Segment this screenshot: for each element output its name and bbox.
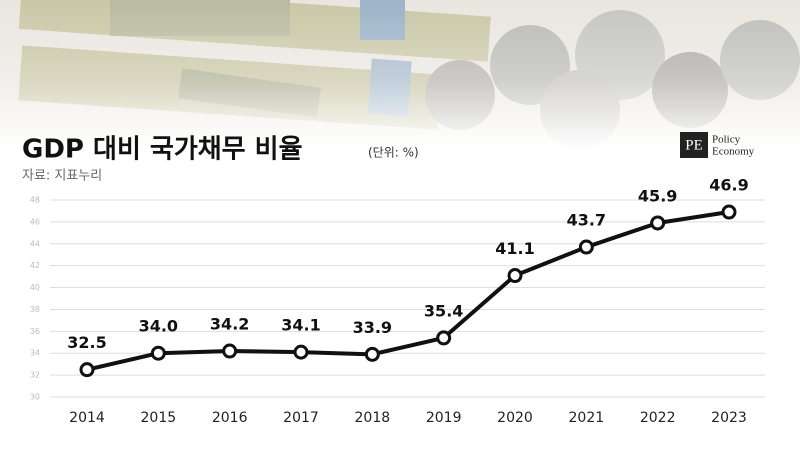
data-line [86, 210, 730, 372]
y-tick-label: 36 [30, 327, 40, 336]
background-photo [0, 0, 800, 150]
data-label: 34.1 [281, 316, 320, 335]
y-tick-label: 42 [30, 261, 40, 270]
data-label: 33.9 [353, 318, 392, 337]
data-label: 45.9 [638, 186, 677, 205]
data-point [222, 343, 238, 359]
x-tick-label: 2016 [212, 410, 248, 426]
source-label: 자료: 지표누리 [22, 169, 102, 184]
y-tick-label: 44 [30, 239, 40, 248]
data-label: 46.9 [709, 176, 748, 195]
logo-text: Policy [712, 134, 741, 146]
x-tick-label: 2017 [283, 410, 319, 426]
y-tick-label: 48 [30, 196, 40, 205]
data-point [721, 204, 737, 220]
unit-label: (단위: %) [368, 146, 419, 160]
x-tick-label: 2023 [711, 410, 747, 426]
data-point [79, 362, 95, 378]
x-tick-label: 2021 [569, 410, 605, 426]
y-tick-label: 30 [30, 393, 40, 402]
data-point [578, 239, 594, 255]
x-tick-label: 2018 [355, 410, 391, 426]
logo-mark: PE [685, 137, 703, 153]
data-point [150, 345, 166, 361]
x-tick-label: 2022 [640, 410, 676, 426]
logo: PE Policy Economy [680, 132, 755, 158]
data-label: 34.0 [139, 317, 178, 336]
y-tick-label: 40 [30, 283, 40, 292]
x-tick-label: 2019 [426, 410, 462, 426]
data-point [436, 330, 452, 346]
x-tick-label: 2014 [69, 410, 105, 426]
data-point [293, 344, 309, 360]
data-point [507, 268, 523, 284]
x-tick-label: 2020 [497, 410, 533, 426]
y-tick-label: 34 [30, 349, 40, 358]
y-tick-label: 38 [30, 305, 40, 314]
data-label: 34.2 [210, 315, 249, 334]
data-point [364, 346, 380, 362]
logo-box [680, 132, 708, 158]
data-label: 32.5 [67, 333, 106, 352]
data-point [650, 215, 666, 231]
data-label: 35.4 [424, 301, 463, 320]
data-label: 43.7 [567, 211, 606, 230]
chart-title: GDP 대비 국가채무 비율 [22, 135, 303, 165]
y-tick-label: 32 [30, 371, 40, 380]
x-tick-label: 2015 [141, 410, 177, 426]
logo-text: Economy [712, 146, 755, 158]
y-tick-label: 46 [30, 217, 40, 226]
data-label: 41.1 [495, 239, 534, 258]
